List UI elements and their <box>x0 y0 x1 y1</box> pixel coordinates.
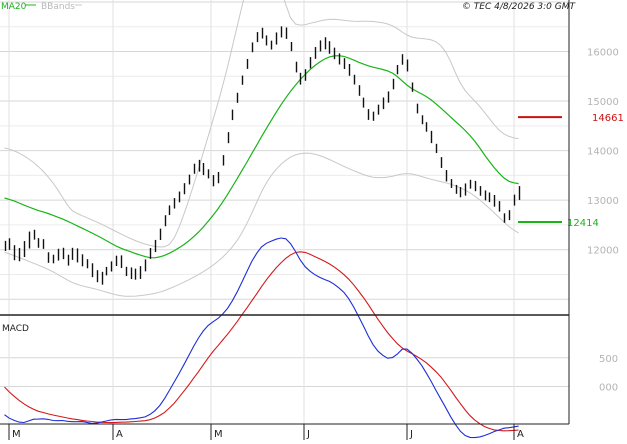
x-tick-label: M <box>214 429 223 440</box>
x-tick-label: M <box>12 429 21 440</box>
price-y-tick-label: 16000 <box>587 48 619 59</box>
x-tick-label: A <box>116 429 123 440</box>
price-y-tick-label: 12000 <box>587 246 619 257</box>
price-y-tick-label: 15000 <box>587 97 619 108</box>
price-bars <box>4 26 521 285</box>
macd-line <box>4 237 519 439</box>
support-level-label: 12414 <box>567 218 599 229</box>
macd-y-tick-label: 500 <box>599 354 618 365</box>
price-y-tick-label: 13000 <box>587 196 619 207</box>
price-levels: 14661 12414 <box>518 113 624 229</box>
price-grid <box>0 0 569 315</box>
bbands-upper-line <box>4 0 519 248</box>
macd-lines <box>4 237 519 439</box>
price-y-tick-label: 14000 <box>587 147 619 158</box>
legend: MA20 BBands <box>1 2 82 12</box>
bbands-legend-label: BBands <box>41 2 75 12</box>
x-tick-label: J <box>306 429 310 440</box>
signal-line <box>4 251 519 432</box>
ma20-line <box>4 55 519 259</box>
copyright-text: © TEC 4/8/2026 3:0 GMT <box>462 2 577 12</box>
resistance-level-label: 14661 <box>592 113 624 124</box>
macd-grid <box>0 316 569 424</box>
axis-ticks: 12000 13000 14000 15000 16000 500 000 M A M J J A <box>8 48 619 440</box>
x-tick-label: A <box>517 429 524 440</box>
macd-y-tick-label: 000 <box>599 383 618 394</box>
bbands-lower-line <box>4 152 519 297</box>
ma20-legend-label: MA20 <box>1 2 27 12</box>
ma20-layer <box>4 55 519 259</box>
chart-frame <box>0 0 570 425</box>
x-tick-label: J <box>409 429 413 440</box>
macd-panel-title: MACD <box>2 324 29 334</box>
bbands-layer <box>4 0 519 297</box>
